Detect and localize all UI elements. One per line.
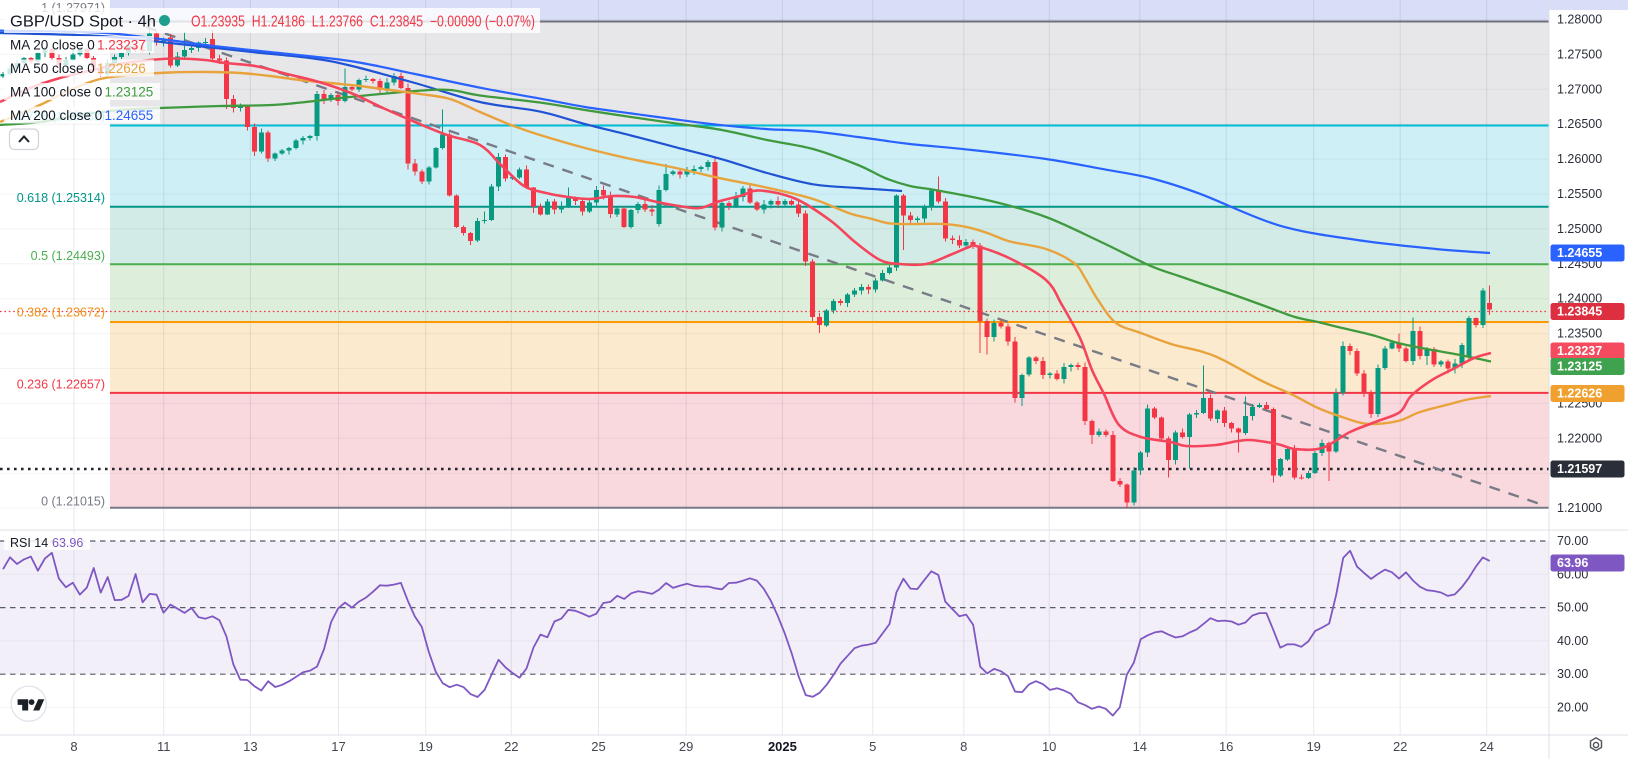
svg-text:1.23237: 1.23237 (97, 38, 146, 53)
svg-text:63.96: 63.96 (1557, 556, 1588, 570)
svg-text:MA 100 close 0: MA 100 close 0 (10, 85, 102, 100)
svg-text:16: 16 (1219, 739, 1233, 754)
svg-text:1.22000: 1.22000 (1557, 431, 1602, 445)
svg-text:2025: 2025 (768, 739, 797, 754)
svg-text:11: 11 (157, 739, 171, 754)
svg-text:1.22626: 1.22626 (1557, 387, 1602, 401)
svg-text:1.25500: 1.25500 (1557, 187, 1602, 201)
svg-text:13: 13 (243, 739, 257, 754)
svg-text:1.21597: 1.21597 (1557, 462, 1602, 476)
svg-text:10: 10 (1042, 739, 1056, 754)
svg-text:1.26500: 1.26500 (1557, 117, 1602, 131)
svg-text:1.26000: 1.26000 (1557, 152, 1602, 166)
svg-text:50.00: 50.00 (1557, 601, 1588, 615)
svg-text:8: 8 (70, 739, 77, 754)
svg-text:MA 50 close 0: MA 50 close 0 (10, 61, 95, 76)
svg-text:1.28000: 1.28000 (1557, 13, 1602, 27)
svg-text:40.00: 40.00 (1557, 634, 1588, 648)
svg-text:O1.23935 H1.24186 L1.23766: O1.23935 H1.24186 L1.23766 C1.23845 −0.0… (191, 14, 535, 31)
svg-text:1.22626: 1.22626 (97, 61, 146, 76)
svg-text:19: 19 (1306, 739, 1320, 754)
svg-text:1.23237: 1.23237 (1557, 344, 1602, 358)
svg-text:1.23500: 1.23500 (1557, 327, 1602, 341)
svg-text:1.25000: 1.25000 (1557, 222, 1602, 236)
svg-text:1.27500: 1.27500 (1557, 47, 1602, 61)
svg-text:5: 5 (869, 739, 876, 754)
svg-text:30.00: 30.00 (1557, 667, 1588, 681)
svg-text:24: 24 (1479, 739, 1493, 754)
svg-text:25: 25 (591, 739, 605, 754)
svg-text:19: 19 (418, 739, 432, 754)
svg-text:1.24655: 1.24655 (1557, 246, 1602, 260)
svg-text:8: 8 (960, 739, 967, 754)
svg-text:63.96: 63.96 (52, 536, 83, 550)
svg-text:14: 14 (1133, 739, 1147, 754)
svg-text:70.00: 70.00 (1557, 534, 1588, 548)
svg-text:1.24000: 1.24000 (1557, 292, 1602, 306)
svg-text:RSI 14: RSI 14 (10, 536, 48, 550)
svg-text:GBP/USD Spot · 4h: GBP/USD Spot · 4h (10, 14, 156, 31)
svg-text:1.23125: 1.23125 (1557, 360, 1602, 374)
svg-text:1.24655: 1.24655 (105, 108, 154, 123)
svg-text:0.5 (1.24493): 0.5 (1.24493) (31, 249, 105, 263)
svg-text:17: 17 (331, 739, 345, 754)
svg-text:29: 29 (679, 739, 693, 754)
svg-text:20.00: 20.00 (1557, 701, 1588, 715)
svg-text:22: 22 (504, 739, 518, 754)
svg-text:1.21000: 1.21000 (1557, 501, 1602, 515)
svg-text:1.27000: 1.27000 (1557, 82, 1602, 96)
svg-text:22: 22 (1393, 739, 1407, 754)
svg-text:0.618 (1.25314): 0.618 (1.25314) (17, 191, 105, 205)
svg-text:0 (1.21015): 0 (1.21015) (41, 494, 105, 508)
svg-text:MA 200 close 0: MA 200 close 0 (10, 108, 102, 123)
svg-text:0.236 (1.22657): 0.236 (1.22657) (17, 377, 105, 391)
svg-text:1.23125: 1.23125 (105, 85, 154, 100)
svg-text:0.382 (1.23672): 0.382 (1.23672) (17, 305, 105, 319)
svg-text:1.23845: 1.23845 (1557, 305, 1602, 319)
svg-text:MA 20 close 0: MA 20 close 0 (10, 38, 95, 53)
